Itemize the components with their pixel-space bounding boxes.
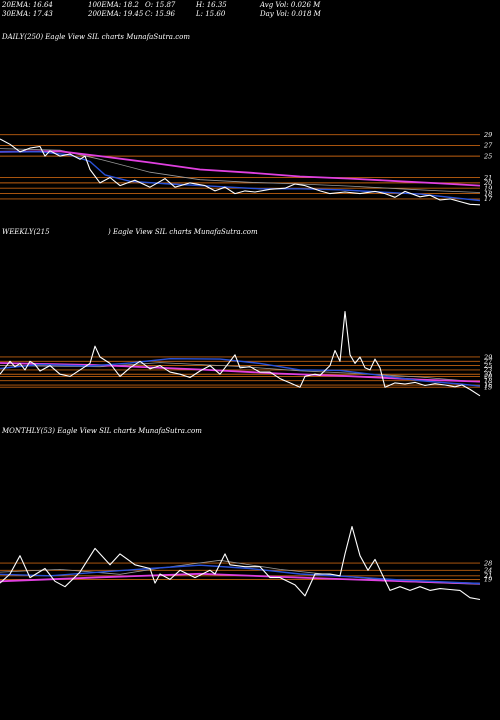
header-low: L: 15.60 xyxy=(195,10,226,18)
daily-axis-tick-label: 21 xyxy=(483,174,492,182)
header-ema100: 100EMA: 18.2 xyxy=(88,1,139,9)
weekly-axis-tick-label: 29 xyxy=(483,353,492,361)
daily-ema-pink-line xyxy=(0,150,481,187)
daily-chart-panel: DAILY(250) Eagle View SIL charts MunafaS… xyxy=(0,33,493,206)
header-day-vol: Day Vol: 0.018 M xyxy=(259,10,322,18)
monthly-axis-tick-label: 19 xyxy=(484,576,492,584)
weekly-axis-tick-label: 23 xyxy=(483,366,492,374)
header-close: C: 15.96 xyxy=(145,10,176,18)
monthly-price-line xyxy=(0,525,481,601)
monthly-axis-tick-label: 21 xyxy=(483,572,492,580)
daily-price-line xyxy=(0,138,481,206)
header-avg-vol: Avg Vol: 0.026 M xyxy=(259,1,321,9)
daily-axis-tick-label: 29 xyxy=(483,131,492,139)
daily-axis-tick-label: 19 xyxy=(484,185,492,193)
daily-axis-tick-label: 17 xyxy=(484,195,493,203)
weekly-chart-panel: WEEKLY(215 ) Eagle View SIL charts Munaf… xyxy=(0,228,493,397)
monthly-axis-tick-label: 28 xyxy=(483,559,492,567)
weekly-chart-label-right: ) Eagle View SIL charts MunafaSutra.com xyxy=(107,228,258,236)
header-ema30: 30EMA: 17.43 xyxy=(2,10,53,18)
weekly-chart-label-left: WEEKLY(215 xyxy=(2,228,50,236)
weekly-axis-tick-label: 21 xyxy=(483,371,492,379)
header-ema200: 200EMA: 19.45 xyxy=(87,10,144,18)
weekly-axis-tick-label: 27 xyxy=(483,358,493,366)
daily-axis-tick-label: 27 xyxy=(483,142,493,150)
daily-ema-gray-line xyxy=(0,148,481,193)
weekly-axis-tick-label: 20 xyxy=(483,373,492,381)
daily-axis-tick-label: 20 xyxy=(483,179,492,187)
monthly-ema-pink-line xyxy=(0,572,481,585)
daily-axis-tick-label: 25 xyxy=(483,152,492,160)
header-high: H: 16.35 xyxy=(195,1,227,9)
monthly-chart-panel: MONTHLY(53) Eagle View SIL charts Munafa… xyxy=(0,427,492,601)
daily-axis-tick-label: 18 xyxy=(484,190,492,198)
weekly-axis-tick-label: 18 xyxy=(484,377,492,385)
header-ema20: 20EMA: 16.64 xyxy=(1,1,53,9)
weekly-ema-blue-line xyxy=(0,358,481,387)
weekly-price-line xyxy=(0,311,481,397)
weekly-axis-tick-label: 16 xyxy=(484,381,492,389)
monthly-ema-blue-line xyxy=(0,564,481,585)
monthly-axis-tick-label: 24 xyxy=(483,567,492,575)
weekly-axis-tick-label: 15 xyxy=(484,384,492,392)
header-open: O: 15.87 xyxy=(145,1,176,9)
weekly-axis-tick-label: 25 xyxy=(483,362,492,370)
header: 20EMA: 16.64 100EMA: 18.2 O: 15.87 H: 16… xyxy=(1,1,322,18)
monthly-chart-label: MONTHLY(53) Eagle View SIL charts Munafa… xyxy=(1,427,202,435)
daily-chart-label: DAILY(250) Eagle View SIL charts MunafaS… xyxy=(1,33,190,41)
